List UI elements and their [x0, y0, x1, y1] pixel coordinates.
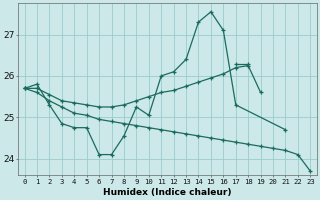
X-axis label: Humidex (Indice chaleur): Humidex (Indice chaleur) — [103, 188, 232, 197]
